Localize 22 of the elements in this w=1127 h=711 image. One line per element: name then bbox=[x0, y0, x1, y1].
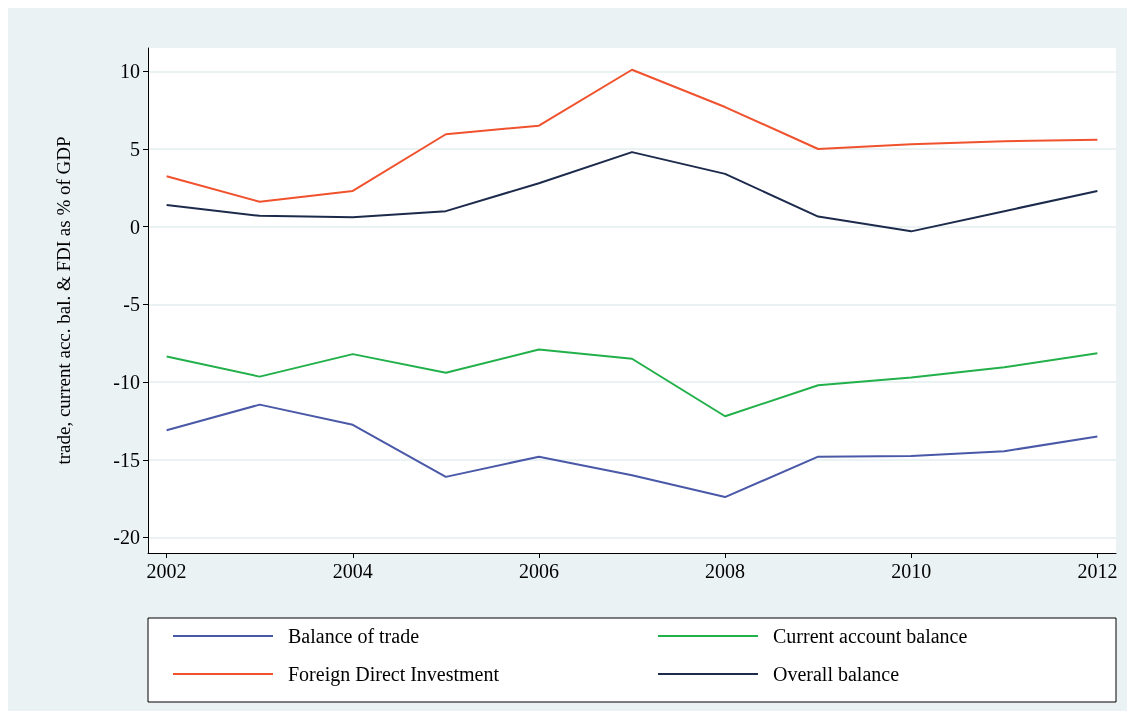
legend-label: Balance of trade bbox=[288, 625, 420, 647]
legend-label: Overall balance bbox=[773, 663, 900, 685]
x-tick-label: 2008 bbox=[705, 560, 746, 582]
y-tick-label: 10 bbox=[120, 60, 140, 83]
x-tick-label: 2002 bbox=[146, 560, 187, 582]
y-tick-label: -20 bbox=[113, 526, 140, 549]
line-series bbox=[165, 151, 1099, 233]
y-tick-label: -10 bbox=[113, 371, 140, 394]
legend-label: Foreign Direct Investment bbox=[288, 663, 500, 686]
line-series bbox=[165, 348, 1099, 418]
y-tick-label: -5 bbox=[123, 293, 140, 316]
y-tick-label: -15 bbox=[113, 448, 140, 471]
y-tick-label: 5 bbox=[130, 138, 140, 160]
x-tick-label: 2012 bbox=[1077, 560, 1118, 582]
y-axis-title: trade, current acc. bal. & FDI as % of GDP bbox=[53, 136, 74, 465]
x-tick-label: 2004 bbox=[332, 560, 373, 582]
line-series bbox=[165, 68, 1099, 203]
legend-label: Current account balance bbox=[773, 625, 968, 647]
y-tick-label: 0 bbox=[130, 215, 140, 238]
line-series bbox=[165, 403, 1099, 499]
x-tick-label: 2006 bbox=[518, 560, 559, 582]
x-tick-label: 2010 bbox=[891, 560, 932, 582]
